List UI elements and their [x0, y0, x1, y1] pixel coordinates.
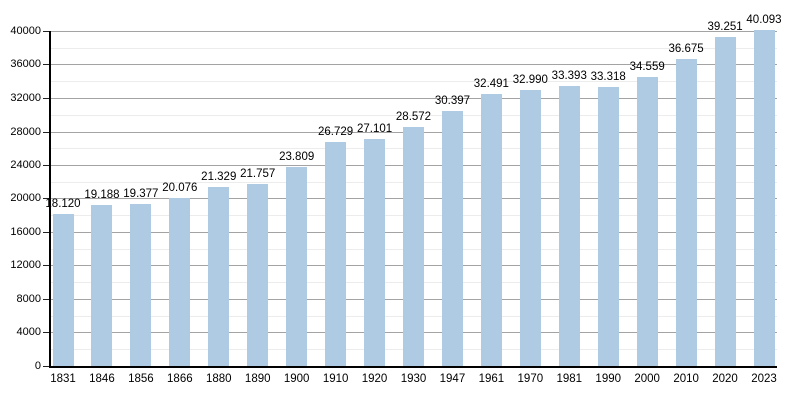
bar-value-label: 30.397 [434, 95, 471, 107]
x-axis-tick-label: 1990 [595, 373, 622, 385]
bar-value-label: 19.377 [123, 188, 159, 200]
bar [91, 205, 112, 366]
x-axis-tick-label: 1900 [283, 373, 310, 385]
x-axis-tick-label: 1930 [400, 373, 427, 385]
x-axis-tick-label: 1866 [167, 373, 193, 385]
bar-value-label: 36.675 [668, 43, 704, 55]
bar-value-label: 19.188 [84, 189, 120, 201]
bar [559, 86, 580, 366]
minor-gridline [51, 115, 777, 116]
bar-value-label: 33.318 [590, 71, 626, 83]
x-axis-tick-label: 2020 [712, 373, 738, 385]
bar [286, 167, 307, 366]
y-axis-tick-label: 0 [34, 360, 41, 372]
major-gridline [51, 98, 777, 99]
bar [208, 187, 229, 366]
x-axis-tick-label: 1970 [517, 373, 544, 385]
x-axis-tick-label: 1920 [361, 373, 388, 385]
bar-value-label: 40.093 [746, 14, 782, 26]
bar [520, 90, 541, 366]
y-axis-tick [43, 64, 49, 65]
bar [247, 184, 268, 366]
y-axis-tick [43, 165, 49, 166]
bar-value-label: 21.329 [201, 171, 237, 183]
bar [325, 142, 346, 366]
y-axis-tick-label: 20000 [10, 192, 41, 204]
y-axis-tick-label: 12000 [10, 259, 41, 271]
bar [364, 139, 385, 366]
y-axis-tick-label: 4000 [16, 326, 41, 338]
y-axis-tick [43, 132, 49, 133]
bar-value-label: 27.101 [356, 123, 393, 135]
plot-area: 18.120 19.188 19.377 20.076 21.329 21.757 23.8… [43, 14, 782, 368]
major-gridline [51, 64, 777, 65]
x-axis-tick-label: 1890 [244, 373, 271, 385]
minor-gridline [51, 48, 777, 49]
y-axis-tick [43, 299, 49, 300]
bar [598, 87, 619, 366]
y-axis-tick [43, 198, 49, 199]
x-axis-tick-label: 1880 [205, 373, 232, 385]
x-axis-tick-label: 1981 [556, 373, 583, 385]
y-axis-tick-label: 32000 [10, 92, 41, 104]
x-axis-tick-label: 1846 [89, 373, 115, 385]
y-axis-tick [43, 31, 49, 32]
bar-value-label: 34.559 [629, 61, 665, 73]
y-axis-tick-label: 24000 [10, 159, 41, 171]
bar [715, 37, 736, 366]
y-axis-tick-label: 36000 [10, 58, 41, 70]
y-axis-tick-label: 28000 [10, 126, 41, 138]
x-axis-tick-label: 2000 [634, 373, 660, 385]
bar [637, 77, 658, 366]
bar [53, 214, 74, 366]
minor-gridline [51, 81, 777, 82]
bar [481, 94, 502, 366]
bar [442, 111, 463, 366]
major-gridline [51, 31, 777, 32]
x-axis-tick-label: 1910 [322, 373, 349, 385]
x-axis-tick-label: 1856 [128, 373, 154, 385]
bar-value-label: 32.990 [512, 74, 548, 86]
bar-value-label: 26.729 [318, 126, 354, 138]
bar-value-label: 33.393 [551, 70, 587, 82]
bar-value-label: 39.251 [707, 21, 743, 33]
y-axis-tick-label: 40000 [10, 25, 41, 37]
y-axis-tick [43, 332, 49, 333]
bar [754, 30, 775, 366]
y-axis-labels: 0 4000 8000 12000 16000 20000 24000 28000 32000 3… [0, 25, 41, 372]
bar [169, 198, 190, 366]
x-axis-tick-label: 1831 [50, 373, 76, 385]
x-axis-tick-label: 1947 [439, 373, 466, 385]
y-axis-tick [43, 98, 49, 99]
bar-value-label: 28.572 [395, 111, 432, 123]
bar-value-label: 18.120 [45, 198, 81, 210]
x-axis-tick-label: 2023 [751, 373, 777, 385]
y-axis-tick-label: 16000 [10, 226, 41, 238]
x-axis-tick-label: 2010 [673, 373, 699, 385]
x-axis-tick-label: 1961 [478, 373, 505, 385]
bar-value-label: 20.076 [162, 182, 198, 194]
y-axis-tick [43, 232, 49, 233]
bar-value-label: 32.491 [473, 78, 509, 90]
bar-value-label: 21.757 [240, 168, 276, 180]
bar [403, 127, 424, 366]
bar-value-label: 23.809 [279, 151, 315, 163]
bar [130, 204, 151, 366]
y-axis-tick-label: 8000 [16, 293, 41, 305]
bar [676, 59, 697, 366]
y-axis-tick [43, 265, 49, 266]
y-axis-tick [43, 366, 49, 367]
x-axis-labels: 1831 1846 1856 1866 1880 1890 1900 1910 1920 1930… [50, 373, 777, 389]
